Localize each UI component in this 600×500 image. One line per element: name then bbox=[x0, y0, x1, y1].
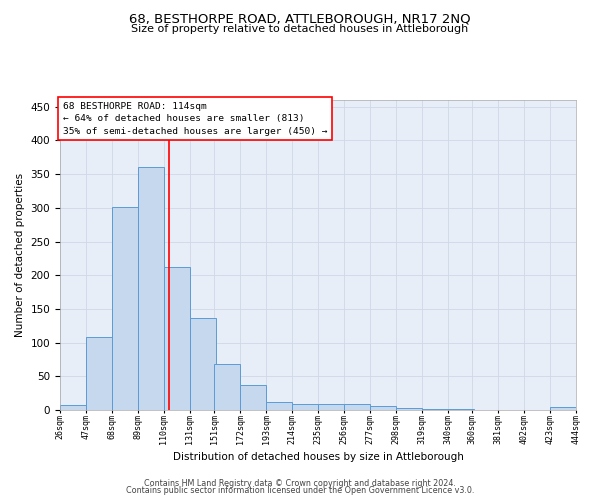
Bar bbox=[112, 207, 138, 410]
Text: 68, BESTHORPE ROAD, ATTLEBOROUGH, NR17 2NQ: 68, BESTHORPE ROAD, ATTLEBOROUGH, NR17 2… bbox=[129, 12, 471, 26]
Bar bbox=[60, 404, 86, 410]
Bar bbox=[318, 404, 344, 410]
Bar bbox=[164, 267, 190, 410]
Bar bbox=[344, 404, 370, 410]
Bar bbox=[214, 364, 240, 410]
Text: Contains HM Land Registry data © Crown copyright and database right 2024.: Contains HM Land Registry data © Crown c… bbox=[144, 478, 456, 488]
Bar bbox=[86, 337, 112, 410]
X-axis label: Distribution of detached houses by size in Attleborough: Distribution of detached houses by size … bbox=[173, 452, 463, 462]
Bar bbox=[266, 402, 292, 410]
Y-axis label: Number of detached properties: Number of detached properties bbox=[15, 173, 25, 337]
Text: 68 BESTHORPE ROAD: 114sqm
← 64% of detached houses are smaller (813)
35% of semi: 68 BESTHORPE ROAD: 114sqm ← 64% of detac… bbox=[62, 102, 327, 136]
Bar bbox=[138, 168, 164, 410]
Bar bbox=[370, 406, 396, 410]
Text: Size of property relative to detached houses in Attleborough: Size of property relative to detached ho… bbox=[131, 24, 469, 34]
Bar bbox=[292, 404, 318, 410]
Bar bbox=[190, 318, 215, 410]
Bar bbox=[550, 408, 576, 410]
Bar bbox=[396, 408, 422, 410]
Text: Contains public sector information licensed under the Open Government Licence v3: Contains public sector information licen… bbox=[126, 486, 474, 495]
Bar bbox=[240, 385, 266, 410]
